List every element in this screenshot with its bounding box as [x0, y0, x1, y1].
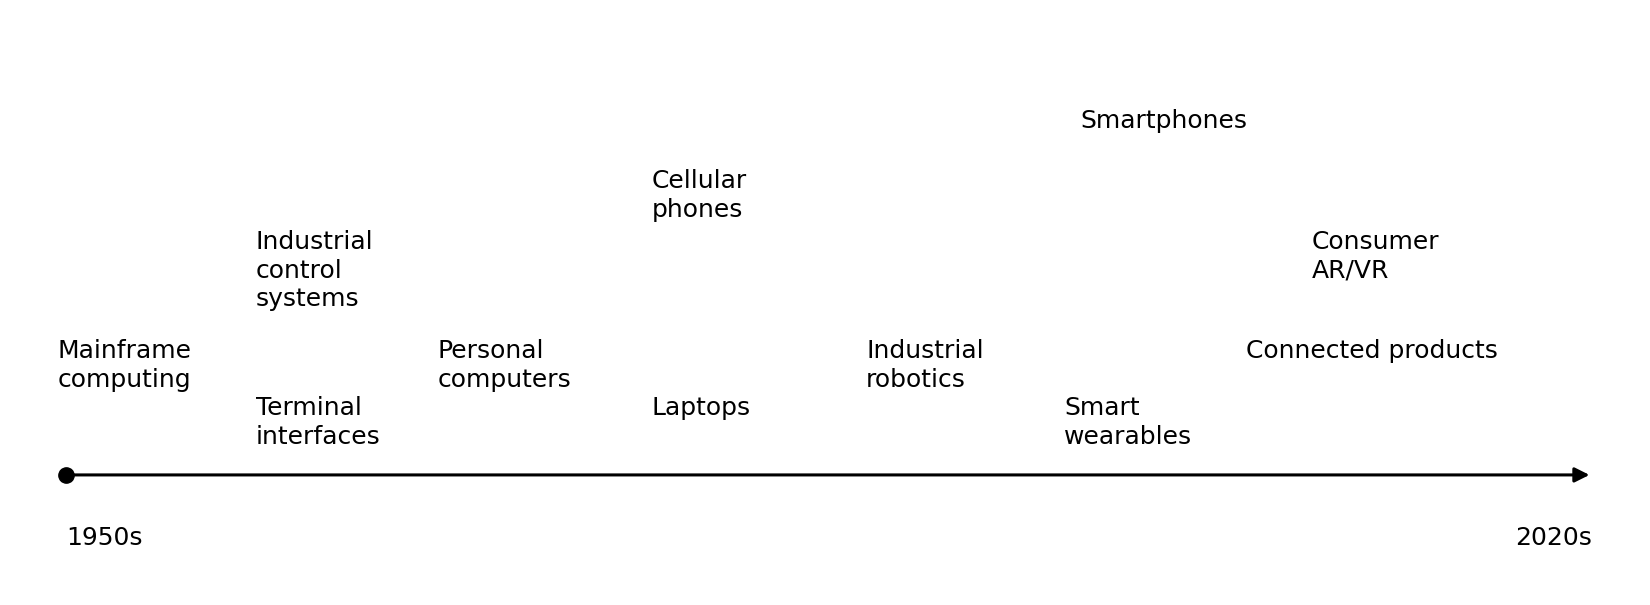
Text: Mainframe
computing: Mainframe computing — [58, 339, 191, 391]
Text: Industrial
control
systems: Industrial control systems — [256, 230, 373, 312]
Text: Smart
wearables: Smart wearables — [1064, 396, 1193, 449]
Text: Laptops: Laptops — [652, 396, 751, 420]
Text: Personal
computers: Personal computers — [437, 339, 571, 391]
Text: Terminal
interfaces: Terminal interfaces — [256, 396, 381, 449]
Text: Industrial
robotics: Industrial robotics — [866, 339, 983, 391]
Text: Smartphones: Smartphones — [1081, 109, 1247, 133]
Text: Connected products: Connected products — [1246, 339, 1498, 363]
Text: Cellular
phones: Cellular phones — [652, 169, 747, 222]
Text: Consumer
AR/VR: Consumer AR/VR — [1312, 230, 1439, 283]
Text: 2020s: 2020s — [1515, 526, 1592, 551]
Text: 1950s: 1950s — [66, 526, 142, 551]
